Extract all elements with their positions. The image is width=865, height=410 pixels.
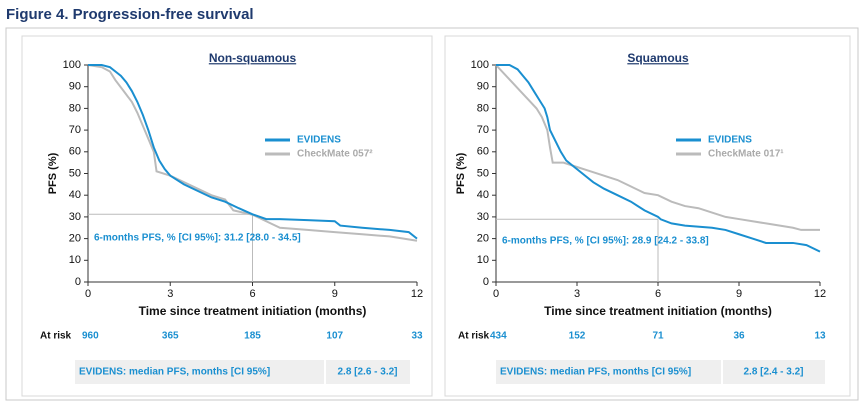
x-tick-label: 0	[493, 288, 499, 300]
figure-frame	[5, 27, 859, 401]
annotation: 6-months PFS, % [CI 95%]: 28.9 [24.2 - 3…	[502, 236, 709, 247]
y-tick-label: 20	[477, 233, 489, 245]
at-risk-label: At risk	[458, 331, 490, 342]
survival-curve	[87, 64, 418, 242]
y-tick-label: 70	[69, 124, 81, 136]
y-tick-label: 80	[69, 102, 81, 114]
y-tick-label: 50	[69, 167, 81, 179]
at-risk-count: 434	[490, 331, 507, 342]
annotation: 6-months PFS, % [CI 95%]: 31.2 [28.0 - 3…	[94, 233, 301, 244]
at-risk-count: 71	[652, 331, 664, 342]
at-risk-count: 365	[162, 331, 179, 342]
median-value: 2.8 [2.4 - 3.2]	[743, 367, 803, 378]
panel-frame	[444, 35, 851, 397]
at-risk-label: At risk	[40, 331, 72, 342]
y-tick-label: 90	[477, 81, 489, 93]
y-tick-label: 60	[477, 146, 489, 158]
median-label: EVIDENS: median PFS, months [CI 95%]	[79, 367, 270, 378]
legend-label: EVIDENS	[708, 135, 752, 146]
median-box	[496, 360, 825, 384]
legend-label: EVIDENS	[297, 135, 341, 146]
x-axis-label: Time since treatment initiation (months)	[139, 304, 367, 318]
x-tick-label: 9	[332, 288, 338, 300]
x-tick-label: 3	[574, 288, 580, 300]
survival-curve	[496, 64, 821, 253]
y-tick-label: 100	[471, 59, 489, 71]
y-tick-label: 40	[477, 189, 489, 201]
median-box	[75, 360, 410, 384]
x-tick-label: 9	[736, 288, 742, 300]
y-tick-label: 0	[483, 276, 489, 288]
at-risk-count: 107	[326, 331, 343, 342]
legend-label: CheckMate 017¹	[708, 149, 784, 160]
at-risk-count: 13	[814, 331, 826, 342]
survival-curve	[88, 64, 418, 240]
y-tick-label: 40	[69, 189, 81, 201]
at-risk-count: 185	[244, 331, 261, 342]
x-axis-label: Time since treatment initiation (months)	[544, 304, 772, 318]
at-risk-count: 960	[82, 331, 99, 342]
y-tick-label: 50	[477, 167, 489, 179]
y-tick-label: 70	[477, 124, 489, 136]
y-tick-label: 60	[69, 146, 81, 158]
y-tick-label: 0	[75, 276, 81, 288]
figure-title: Figure 4. Progression-free survival	[6, 6, 254, 23]
at-risk-count: 152	[569, 331, 586, 342]
survival-curve	[495, 64, 820, 231]
y-tick-label: 10	[477, 254, 489, 266]
x-tick-label: 6	[249, 288, 255, 300]
x-tick-label: 6	[655, 288, 661, 300]
panel-title: Non-squamous	[209, 51, 297, 65]
x-tick-label: 12	[814, 288, 826, 300]
y-tick-label: 30	[69, 211, 81, 223]
y-tick-label: 30	[477, 211, 489, 223]
x-tick-label: 3	[167, 288, 173, 300]
at-risk-count: 33	[411, 331, 423, 342]
panel-title: Squamous	[627, 51, 689, 65]
y-tick-label: 100	[63, 59, 81, 71]
median-value: 2.8 [2.6 - 3.2]	[337, 367, 397, 378]
panel-frame	[21, 35, 433, 397]
x-tick-label: 0	[85, 288, 91, 300]
median-label: EVIDENS: median PFS, months [CI 95%]	[500, 367, 691, 378]
y-axis-label: PFS (%)	[455, 152, 467, 194]
y-tick-label: 10	[69, 254, 81, 266]
x-tick-label: 12	[411, 288, 423, 300]
legend-label: CheckMate 057²	[297, 149, 373, 160]
y-tick-label: 20	[69, 233, 81, 245]
y-tick-label: 80	[477, 102, 489, 114]
y-tick-label: 90	[69, 81, 81, 93]
y-axis-label: PFS (%)	[47, 152, 59, 194]
at-risk-count: 36	[733, 331, 745, 342]
